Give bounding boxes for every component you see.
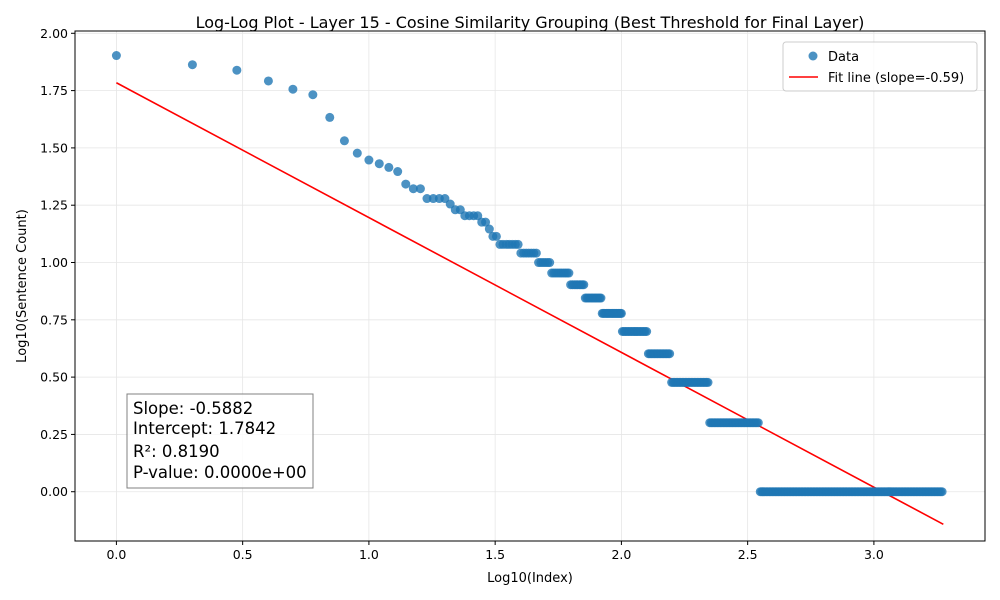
data-point [415,184,425,194]
data-point [339,136,349,146]
x-tick-label: 0.0 [106,547,126,562]
data-point [531,248,541,258]
data-point [393,167,403,177]
data-point [232,65,242,75]
y-tick-label: 1.50 [40,140,68,155]
legend: Data Fit line (slope=-0.59) [782,41,978,92]
data-point [616,308,626,318]
data-point [422,194,432,204]
y-tick-label: 0.75 [40,312,68,327]
data-point [753,418,763,428]
data-point [263,76,273,86]
data-point [384,162,394,172]
y-axis-label: Log10(Sentence Count) [15,209,30,363]
data-point [703,377,713,387]
data-point [187,60,197,70]
data-point [513,239,523,249]
y-tick-label: 1.25 [40,198,68,213]
data-point [352,148,362,158]
stats-intercept: Intercept: 1.7842 [133,419,276,438]
stats-p-value: P-value: 0.0000e+00 [133,463,307,482]
x-tick-label: 0.5 [233,547,253,562]
fit-line-layer [116,82,944,526]
stats-r-squared: R²: 0.8190 [133,442,220,461]
x-axis-ticks: 0.0 0.5 1.0 1.5 2.0 2.5 3.0 [106,541,884,562]
y-tick-label: 0.25 [40,427,68,442]
data-point [481,217,491,227]
y-tick-label: 0.50 [40,370,68,385]
x-tick-label: 1.0 [359,547,379,562]
plot-frame [74,30,986,542]
data-point [408,184,418,194]
y-tick-label: 1.00 [40,255,68,270]
data-point [288,84,298,94]
stats-annotation: Slope: -0.5882 Intercept: 1.7842 R²: 0.8… [126,393,314,489]
data-point [579,280,589,290]
legend-data-marker [808,51,818,61]
data-point [364,155,374,165]
data-point [564,268,574,278]
y-axis-ticks: 0.00 0.25 0.50 0.75 1.00 1.25 1.50 1.75 2.00 [40,26,75,499]
y-tick-label: 2.00 [40,26,68,41]
data-point [401,179,411,189]
legend-fit-label: Fit line (slope=-0.59) [828,71,964,86]
scatter-points [111,51,947,497]
data-point [937,487,947,497]
data-point [665,349,675,359]
stats-box-frame [126,393,314,489]
data-point [491,231,501,241]
data-point [308,90,318,100]
data-point [484,224,494,234]
y-tick-label: 0.00 [40,484,68,499]
y-tick-label: 1.75 [40,83,68,98]
x-axis-label: Log10(Index) [487,571,573,586]
x-tick-label: 2.5 [738,547,758,562]
data-point [325,112,335,122]
data-point [596,293,606,303]
x-tick-label: 3.0 [864,547,884,562]
data-point [111,51,121,61]
x-tick-label: 2.0 [611,547,631,562]
stats-slope: Slope: -0.5882 [133,399,253,418]
fit-line [116,82,944,526]
data-point [642,326,652,336]
legend-box [782,41,978,92]
data-point [545,258,555,268]
x-tick-label: 1.5 [485,547,505,562]
data-point [473,211,483,221]
data-point [374,159,384,169]
legend-data-label: Data [828,50,859,65]
chart-title: Log-Log Plot - Layer 15 - Cosine Similar… [196,13,865,32]
